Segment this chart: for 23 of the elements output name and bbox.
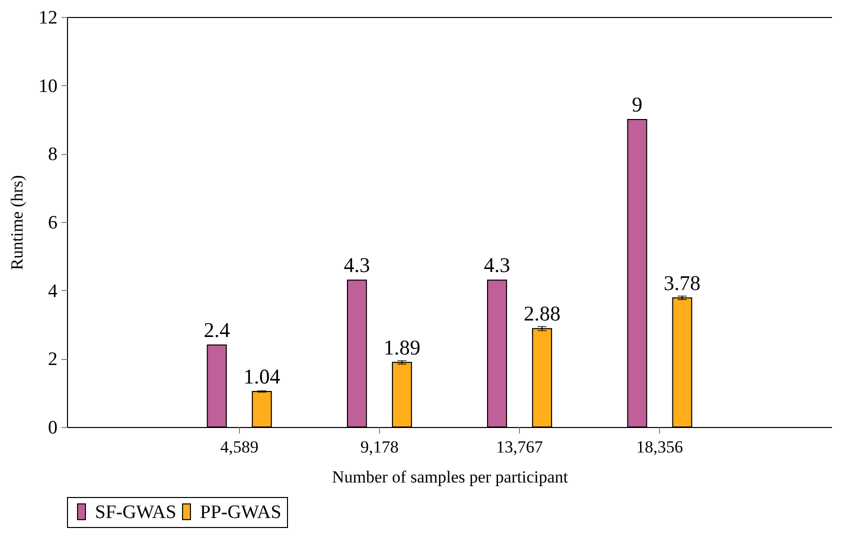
- y-tick-label: 4: [48, 280, 58, 302]
- data-label: 1.89: [384, 335, 420, 360]
- x-tick-label: 18,356: [636, 438, 684, 456]
- data-label: 2.88: [524, 302, 560, 326]
- y-tick-label: 0: [48, 418, 58, 438]
- legend-label: PP-GWAS: [200, 502, 282, 523]
- y-axis-title: Runtime (hrs): [8, 175, 26, 270]
- x-tick-label: 9,178: [360, 438, 399, 456]
- legend-label: SF-GWAS: [95, 502, 176, 523]
- x-axis-title: Number of samples per participant: [332, 468, 568, 486]
- data-label: 4.3: [484, 253, 510, 278]
- y-tick-label: 8: [48, 144, 58, 166]
- data-label: 9: [632, 92, 642, 116]
- x-tick-label: 4,589: [220, 438, 258, 456]
- data-label: 2.4: [204, 318, 230, 342]
- data-label: 3.78: [664, 270, 701, 295]
- y-tick-label: 12: [38, 8, 58, 28]
- y-tick-label: 6: [48, 212, 58, 234]
- y-tick-label: 10: [38, 76, 58, 97]
- y-tick-label: 2: [48, 349, 58, 370]
- data-label: 4.3: [344, 253, 370, 278]
- x-tick-label: 13,767: [496, 438, 544, 456]
- data-label: 1.04: [243, 364, 281, 388]
